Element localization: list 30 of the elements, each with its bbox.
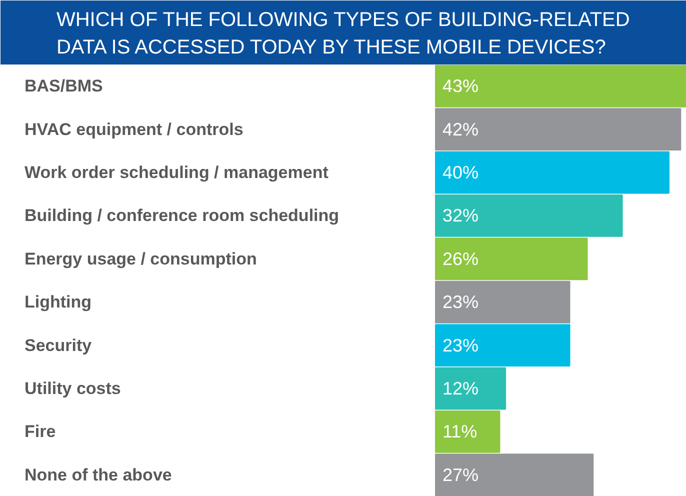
y-tick-label: None of the above [24,465,172,484]
y-tick-label: Security [24,336,92,355]
bar [435,280,570,324]
data-label: 27% [442,464,479,485]
y-tick-label: HVAC equipment / controls [24,120,244,139]
y-tick-label: Lighting [24,292,92,312]
bar [435,238,588,280]
data-label: 23% [442,292,479,312]
y-tick-label: Work order scheduling / management [24,163,329,182]
data-label: 32% [442,206,479,226]
data-label: 12% [442,378,479,398]
chart-title: WHICH OF THE FOLLOWING TYPES OF BUILDING-RELATED DATA IS ACCESSED TODAY BY THESE MOBILE DEVICES? [56,9,630,58]
y-tick-label: BAS/BMS [24,76,103,96]
data-label: 26% [442,248,479,269]
data-label: 23% [442,335,479,356]
bar [435,410,500,453]
bar [435,151,670,194]
data-label: 40% [442,162,479,182]
data-label: 43% [442,76,479,96]
y-tick-label: Utility costs [24,379,121,398]
y-tick-label: Energy usage / consumption [24,249,257,268]
data-label: 11% [442,422,478,442]
bar [435,194,623,237]
bar [435,367,506,410]
y-tick-label: Fire [24,422,56,442]
bar [435,454,594,496]
bar [435,324,570,367]
y-tick-label: Building / conference room scheduling [24,206,340,226]
bar [435,108,682,151]
data-label: 42% [442,119,479,140]
